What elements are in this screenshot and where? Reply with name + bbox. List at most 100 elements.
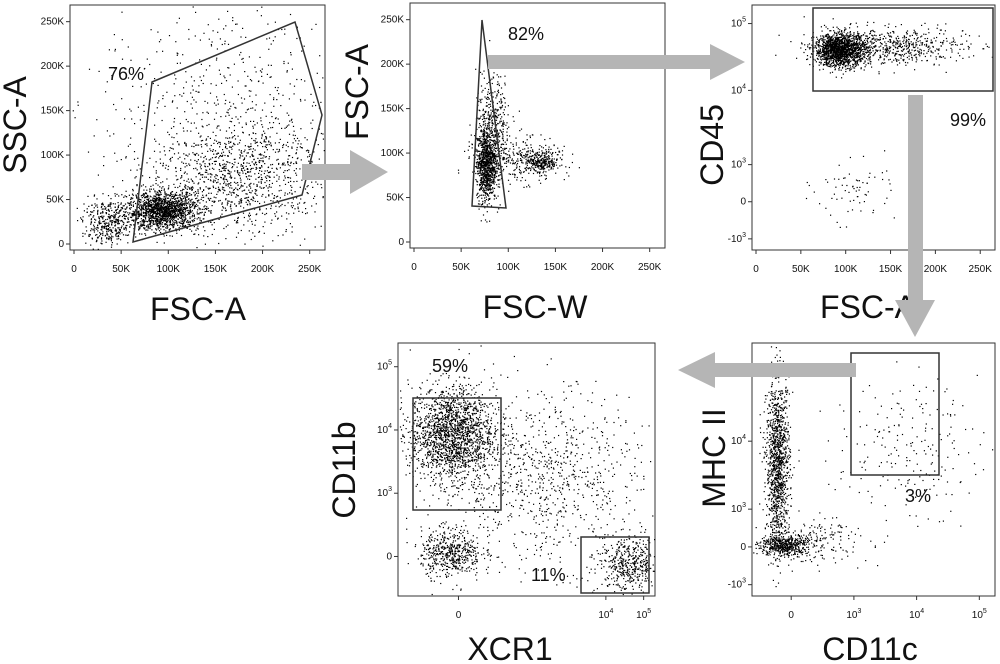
data-point — [164, 191, 166, 193]
data-point — [292, 205, 294, 207]
data-point — [489, 115, 491, 118]
data-point — [540, 165, 542, 167]
data-point — [145, 206, 147, 208]
data-point — [486, 83, 488, 85]
data-point — [104, 235, 106, 237]
data-point — [192, 187, 194, 189]
data-point — [541, 150, 543, 152]
data-point — [480, 159, 482, 161]
data-point — [261, 166, 263, 168]
data-point — [307, 192, 309, 195]
data-point — [552, 166, 554, 168]
data-point — [263, 232, 265, 234]
data-point — [259, 202, 261, 205]
data-point — [230, 153, 232, 155]
data-point — [491, 82, 493, 85]
data-point — [206, 111, 208, 113]
data-point — [155, 206, 157, 208]
data-point — [488, 160, 490, 162]
data-point — [250, 167, 252, 170]
data-point — [143, 223, 145, 225]
data-point — [178, 143, 180, 145]
data-point — [534, 170, 536, 172]
data-point — [130, 224, 132, 226]
data-point — [181, 216, 183, 218]
data-point — [291, 121, 293, 123]
data-point — [207, 102, 209, 104]
data-point — [93, 224, 95, 226]
data-point — [184, 210, 186, 212]
data-point — [249, 164, 251, 167]
data-point — [115, 233, 117, 235]
data-point — [252, 107, 254, 109]
data-point — [275, 117, 277, 119]
data-point — [300, 198, 302, 200]
data-point — [247, 152, 249, 154]
data-point — [491, 110, 494, 112]
data-point — [544, 161, 546, 164]
data-point — [490, 171, 492, 173]
data-point — [300, 147, 302, 149]
data-point — [189, 216, 191, 218]
data-point — [563, 179, 565, 181]
data-point — [290, 205, 292, 207]
data-point — [290, 185, 292, 187]
data-point — [138, 211, 140, 213]
data-point — [213, 118, 216, 120]
data-point — [482, 194, 484, 196]
data-point — [197, 183, 199, 185]
data-point — [127, 77, 130, 79]
data-point — [168, 204, 170, 206]
data-point — [480, 188, 482, 190]
data-point — [184, 197, 186, 199]
data-point — [520, 158, 522, 160]
data-point — [121, 207, 123, 209]
data-point — [253, 120, 255, 122]
data-point — [160, 220, 162, 222]
data-point — [486, 184, 488, 186]
data-point — [143, 199, 146, 201]
data-point — [110, 203, 112, 205]
data-point — [314, 211, 316, 213]
data-point — [116, 238, 118, 240]
data-point — [157, 209, 159, 211]
data-point — [484, 137, 486, 139]
data-point — [145, 186, 147, 188]
data-point — [122, 180, 124, 182]
data-point — [214, 139, 216, 141]
data-point — [130, 204, 132, 206]
data-point — [487, 168, 489, 170]
data-point — [488, 117, 490, 119]
data-point — [110, 219, 112, 222]
data-point — [502, 131, 504, 133]
data-point — [486, 160, 488, 163]
data-point — [219, 170, 221, 172]
data-point — [479, 136, 481, 138]
data-point — [295, 140, 297, 142]
data-point — [225, 115, 227, 117]
data-point — [187, 211, 189, 213]
data-point — [156, 218, 158, 220]
data-point — [229, 141, 232, 143]
data-point — [221, 155, 223, 157]
data-point — [162, 216, 164, 218]
data-point — [552, 162, 554, 164]
data-point — [77, 220, 79, 222]
data-point — [155, 170, 157, 172]
data-point — [488, 156, 490, 158]
data-point — [495, 112, 497, 114]
data-point — [539, 162, 541, 164]
data-point — [96, 119, 98, 121]
data-point — [536, 163, 538, 165]
data-point — [117, 232, 119, 234]
data-point — [252, 155, 254, 157]
data-point — [492, 116, 495, 118]
data-point — [234, 219, 236, 221]
data-point — [110, 240, 112, 242]
data-point — [484, 178, 486, 180]
data-point — [527, 157, 529, 159]
data-point — [205, 201, 207, 203]
data-point — [244, 71, 246, 73]
data-point — [101, 229, 103, 231]
data-point — [120, 203, 122, 205]
